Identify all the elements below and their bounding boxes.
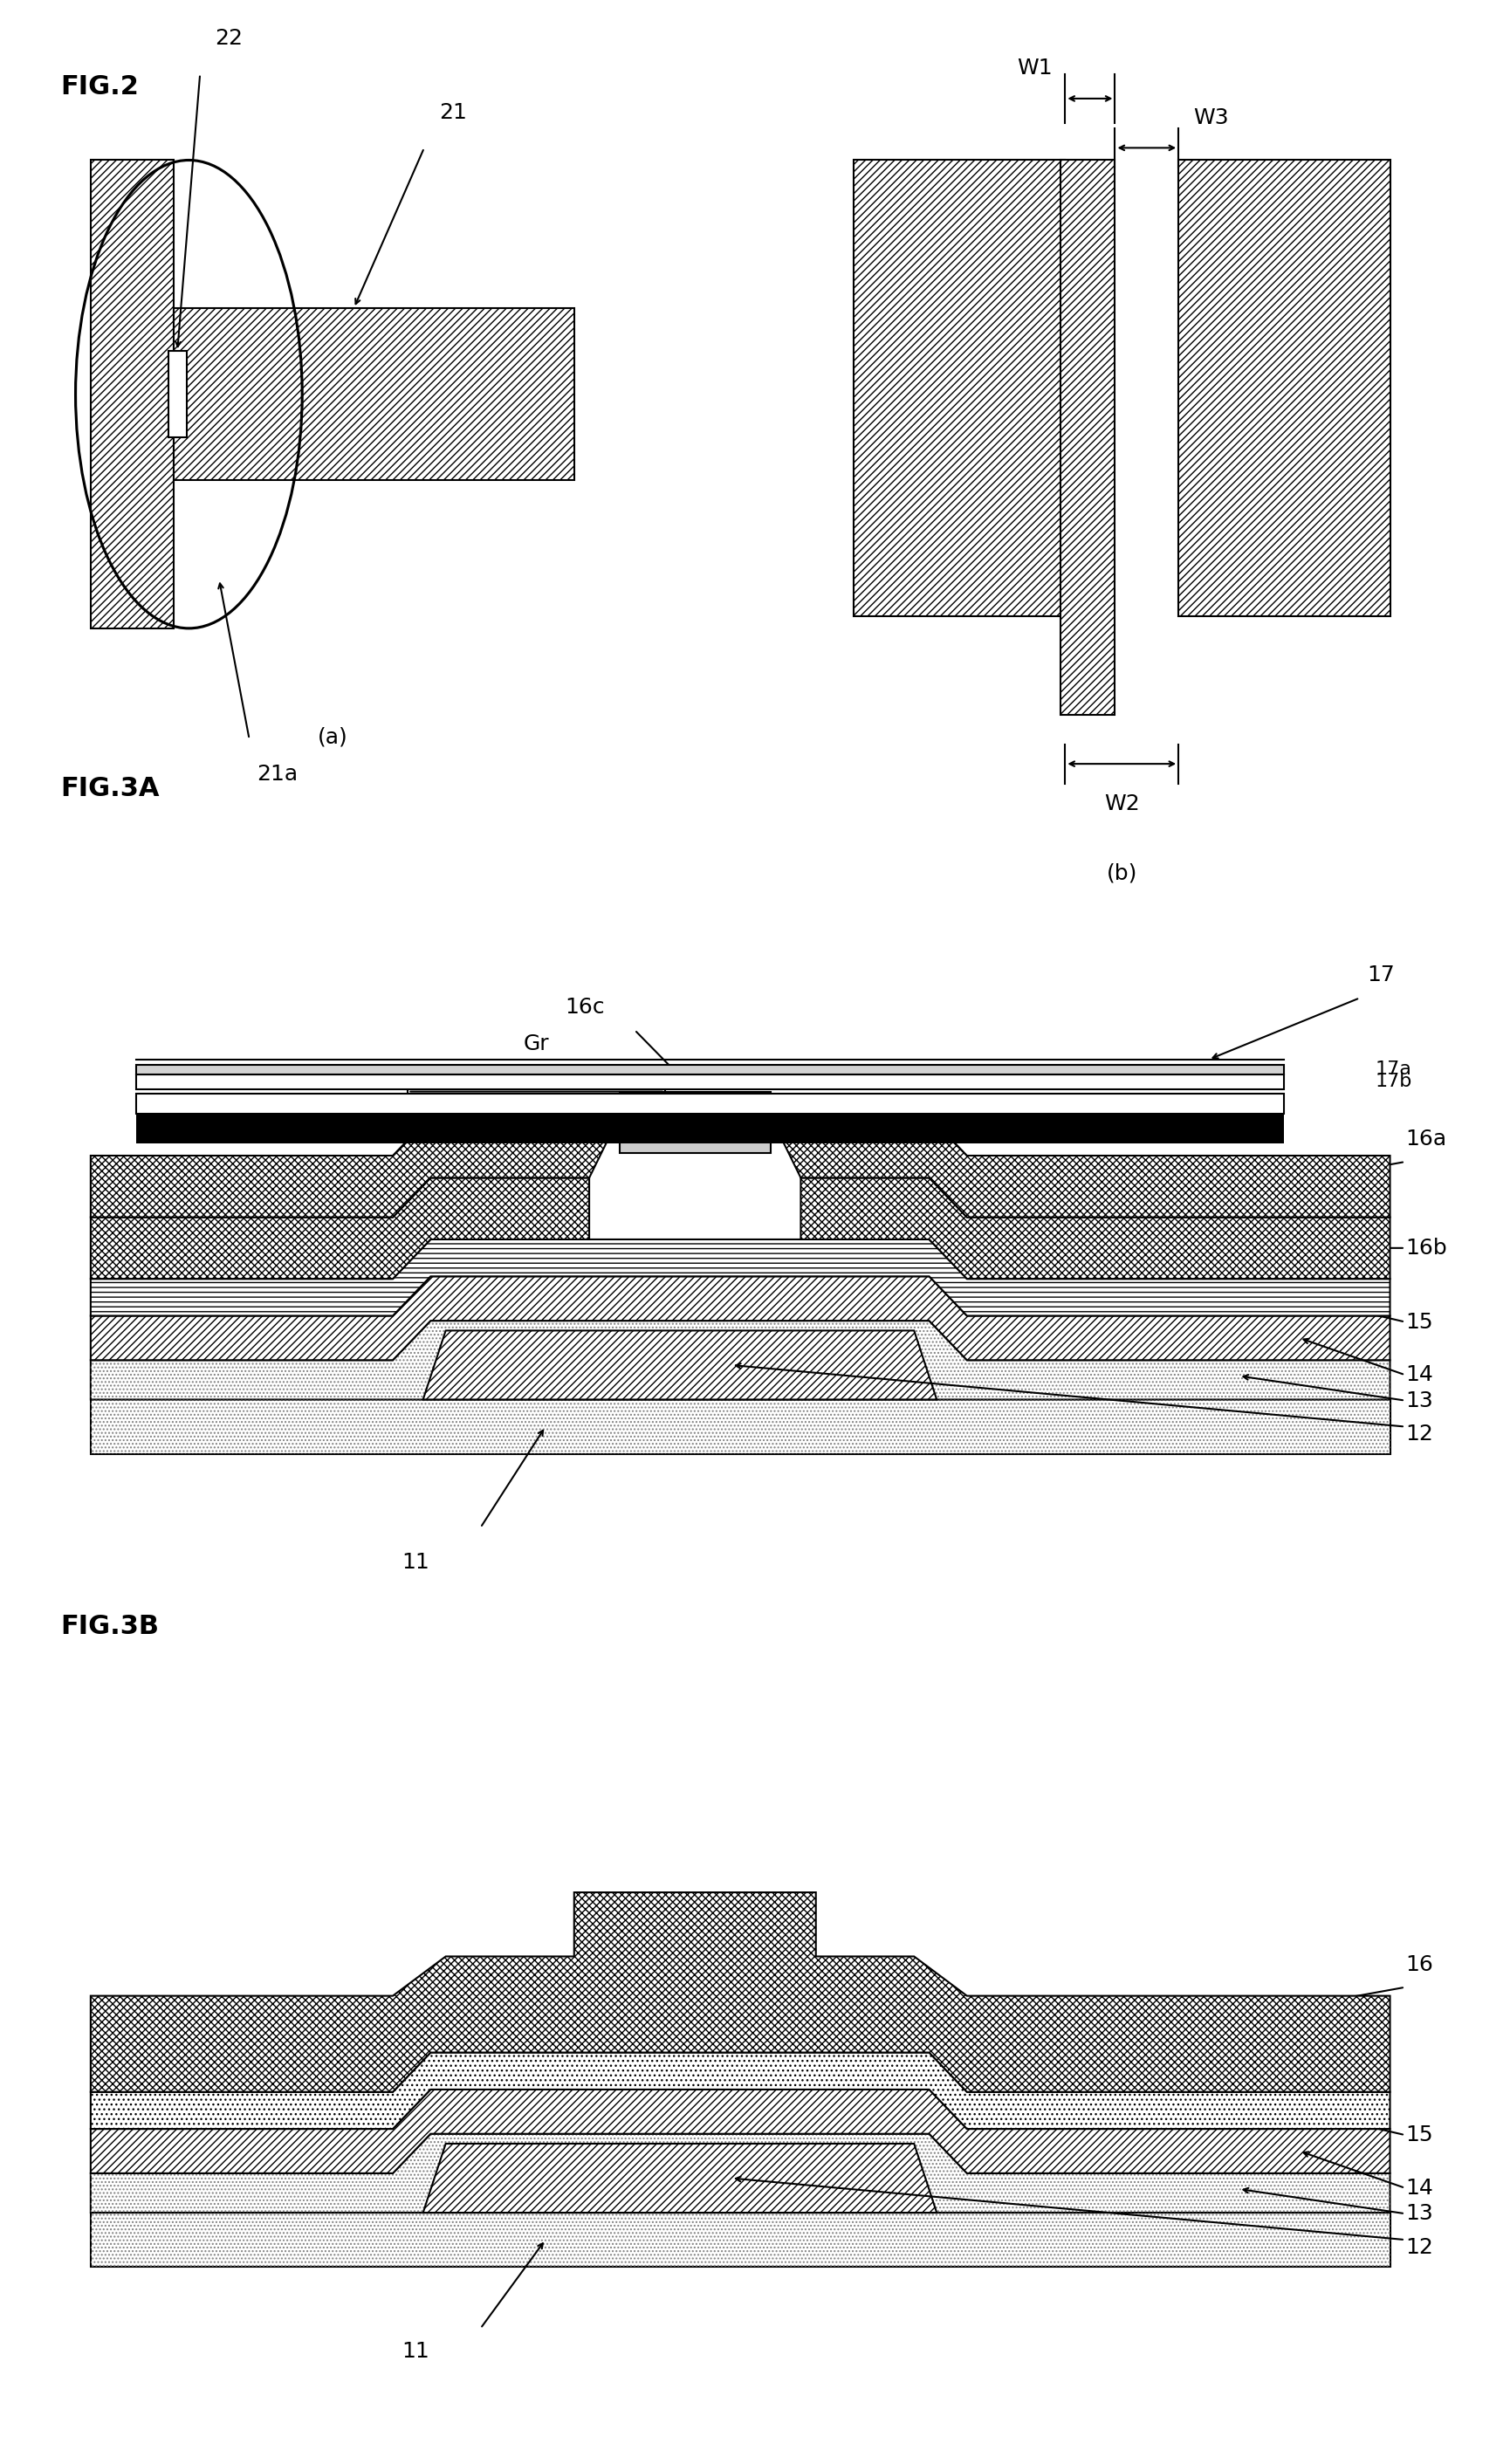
Bar xyxy=(136,1114,1284,1143)
Text: 12: 12 xyxy=(1404,1424,1431,1444)
Bar xyxy=(136,1094,1284,1114)
Text: 14: 14 xyxy=(1404,2178,1431,2198)
Text: 11: 11 xyxy=(402,2341,429,2363)
Bar xyxy=(91,2213,1389,2267)
Text: W3: W3 xyxy=(1193,106,1228,128)
Polygon shape xyxy=(423,2144,936,2213)
Text: W2: W2 xyxy=(1104,793,1139,816)
Text: 16c: 16c xyxy=(565,995,604,1018)
Bar xyxy=(1178,160,1389,616)
Bar xyxy=(853,160,1065,616)
Polygon shape xyxy=(91,1321,1389,1400)
Polygon shape xyxy=(91,1239,1389,1316)
Polygon shape xyxy=(423,1331,936,1400)
Bar xyxy=(853,160,1065,616)
Text: 21: 21 xyxy=(439,101,467,123)
Polygon shape xyxy=(91,2053,1389,2129)
Text: 17a: 17a xyxy=(1374,1060,1410,1079)
Text: FIG.3B: FIG.3B xyxy=(60,1614,159,1639)
Bar xyxy=(91,1400,1389,1454)
Text: 17b: 17b xyxy=(1374,1072,1410,1092)
Polygon shape xyxy=(91,1178,589,1279)
Text: 15: 15 xyxy=(1404,2124,1431,2146)
Polygon shape xyxy=(770,1116,1389,1217)
Text: FIG.3A: FIG.3A xyxy=(60,776,160,801)
Text: 11: 11 xyxy=(402,1552,429,1574)
Bar xyxy=(1060,160,1114,715)
Text: (a): (a) xyxy=(317,727,347,749)
Bar xyxy=(1178,160,1389,616)
Text: 12: 12 xyxy=(1404,2237,1431,2257)
Text: 21a: 21a xyxy=(257,764,297,786)
Bar xyxy=(91,160,174,628)
Text: W1: W1 xyxy=(1016,57,1052,79)
Polygon shape xyxy=(800,1178,1389,1279)
Polygon shape xyxy=(91,1276,1389,1360)
Polygon shape xyxy=(91,2089,1389,2173)
Text: 16: 16 xyxy=(1404,1954,1431,1976)
Polygon shape xyxy=(91,1116,619,1217)
Text: 13: 13 xyxy=(1404,1390,1431,1412)
Bar xyxy=(174,308,574,480)
Bar xyxy=(91,1400,1389,1454)
Text: 22: 22 xyxy=(214,27,243,49)
Text: (b): (b) xyxy=(1105,862,1137,885)
Text: 16a: 16a xyxy=(1404,1129,1445,1148)
Polygon shape xyxy=(91,2134,1389,2213)
Bar xyxy=(136,1064,1284,1074)
Text: FIG.2: FIG.2 xyxy=(60,74,139,99)
Polygon shape xyxy=(91,1892,1389,2092)
Bar xyxy=(1060,160,1114,715)
Bar xyxy=(91,2213,1389,2267)
Text: 17: 17 xyxy=(1367,963,1394,986)
Bar xyxy=(168,350,186,436)
Text: 13: 13 xyxy=(1404,2203,1431,2225)
Text: 15: 15 xyxy=(1404,1311,1431,1333)
Bar xyxy=(619,1092,770,1153)
Text: Gr: Gr xyxy=(522,1032,550,1055)
Bar xyxy=(136,1074,1284,1089)
Text: 14: 14 xyxy=(1404,1365,1431,1385)
Bar xyxy=(174,308,574,480)
Text: 16b: 16b xyxy=(1404,1237,1447,1259)
Bar xyxy=(91,160,174,628)
